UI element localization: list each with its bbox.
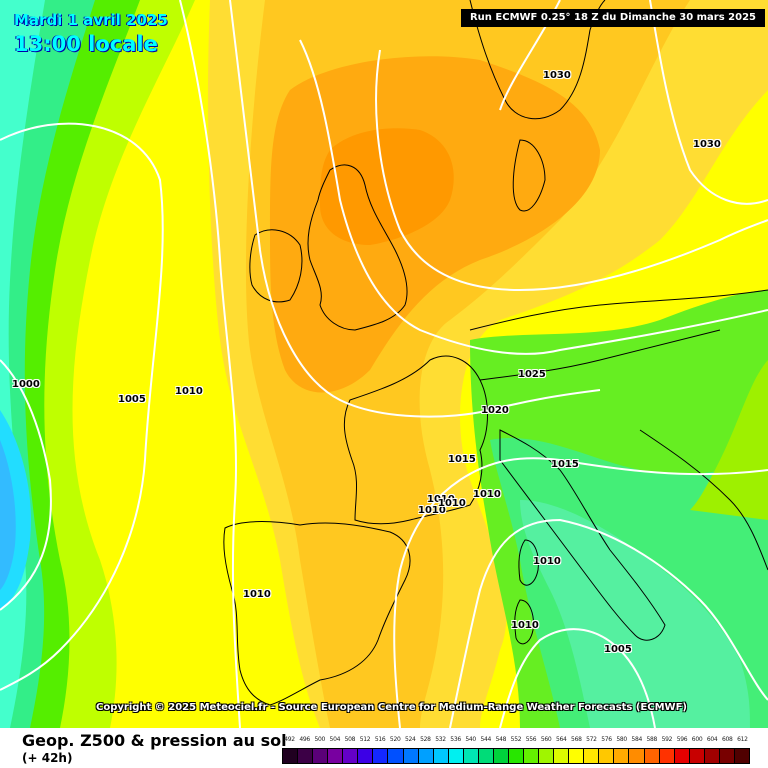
- scale-label: 512: [359, 736, 371, 743]
- forecast-lead-time: (+ 42h): [22, 751, 73, 765]
- isobar-label: 1025: [518, 369, 546, 380]
- scale-swatch: [569, 749, 585, 763]
- isobar-label: 1010: [473, 489, 501, 500]
- scale-label: 524: [405, 736, 416, 743]
- isobar-label: 1010: [243, 589, 271, 600]
- isobar-label: 1005: [604, 644, 632, 655]
- scale-label: 532: [435, 736, 446, 743]
- copyright-notice: Copyright © 2025 Meteociel.fr - Source E…: [96, 702, 687, 713]
- scale-swatch: [418, 749, 434, 763]
- scale-swatch: [283, 749, 299, 763]
- scale-label: 604: [706, 736, 718, 743]
- scale-bar: [282, 748, 750, 764]
- scale-swatch: [599, 749, 615, 763]
- scale-swatch: [629, 749, 645, 763]
- footer: Geop. Z500 & pression au sol (+ 42h) 492…: [0, 728, 768, 768]
- band-544: [0, 440, 16, 590]
- scale-label: 536: [450, 736, 461, 743]
- scale-label: 556: [525, 736, 537, 743]
- scale-swatch: [614, 749, 630, 763]
- scale-swatch: [328, 749, 344, 763]
- scale-label: 540: [465, 736, 476, 743]
- isobar-label: 1005: [118, 394, 146, 405]
- isobar-label: 1015: [551, 459, 579, 470]
- isobar-label: 1010: [418, 505, 446, 516]
- scale-label: 596: [676, 736, 688, 743]
- forecast-local-time: 13:00 locale: [14, 32, 158, 56]
- scale-label: 612: [737, 736, 748, 743]
- scale-swatch: [689, 749, 705, 763]
- map-canvas: [0, 0, 768, 728]
- scale-swatch: [478, 749, 494, 763]
- isobar-label: 1000: [12, 379, 40, 390]
- scale-label: 492: [284, 736, 295, 743]
- scale-label: 588: [646, 736, 658, 743]
- scale-label: 548: [495, 736, 507, 743]
- scale-label: 560: [540, 736, 552, 743]
- isobar-label: 1030: [693, 139, 721, 150]
- map-title: Geop. Z500 & pression au sol: [22, 731, 287, 750]
- scale-swatch: [659, 749, 675, 763]
- isobar-label: 1030: [543, 70, 571, 81]
- scale-label: 552: [510, 736, 522, 743]
- isobar-lines: [0, 0, 768, 728]
- scale-label: 500: [314, 736, 326, 743]
- scale-label: 584: [631, 736, 642, 743]
- isobar-label: 1020: [481, 405, 509, 416]
- scale-swatch: [433, 749, 449, 763]
- isobar-label: 1010: [427, 494, 455, 505]
- scale-swatch: [358, 749, 374, 763]
- scale-label: 580: [616, 736, 627, 743]
- scale-label: 564: [555, 736, 567, 743]
- scale-label: 568: [571, 736, 582, 743]
- weather-map: 1030 1030 1025 1020 1015 1015 1010 1010 …: [0, 0, 768, 728]
- isobar-label: 1010: [511, 620, 539, 631]
- isobar-label: 1015: [448, 454, 476, 465]
- scale-swatch: [674, 749, 690, 763]
- band-east-edge: [690, 360, 768, 520]
- scale-label: 576: [601, 736, 612, 743]
- scale-swatch: [448, 749, 464, 763]
- scale-swatch: [719, 749, 735, 763]
- scale-swatch: [493, 749, 509, 763]
- scale-swatch: [524, 749, 540, 763]
- scale-label: 608: [721, 736, 733, 743]
- scale-swatch: [584, 749, 600, 763]
- scale-label: 544: [480, 736, 492, 743]
- scale-swatch: [704, 749, 720, 763]
- scale-label: 528: [420, 736, 431, 743]
- isobar-label: 1010: [533, 556, 561, 567]
- scale-swatch: [313, 749, 329, 763]
- run-info-banner: Run ECMWF 0.25° 18 Z du Dimanche 30 mars…: [461, 9, 765, 27]
- scale-swatch: [554, 749, 570, 763]
- scale-swatch: [388, 749, 404, 763]
- isobar-label: 1010: [175, 386, 203, 397]
- scale-label: 508: [344, 736, 356, 743]
- isobar-label: 1010: [438, 498, 466, 509]
- band-556-east: [520, 500, 750, 728]
- scale-label: 504: [329, 736, 341, 743]
- scale-label: 600: [691, 736, 703, 743]
- scale-swatch: [539, 749, 555, 763]
- scale-label: 520: [389, 736, 401, 743]
- scale-label: 516: [374, 736, 386, 743]
- scale-swatch: [298, 749, 314, 763]
- scale-swatch: [508, 749, 524, 763]
- scale-label: 496: [299, 736, 310, 743]
- scale-label: 572: [586, 736, 597, 743]
- scale-swatch: [343, 749, 359, 763]
- scale-label: 592: [661, 736, 673, 743]
- scale-swatch: [403, 749, 419, 763]
- scale-labels: 492 496 500 504 508 512 516 520 524 528 532 536 540 5…: [282, 736, 750, 746]
- scale-swatch: [734, 749, 749, 763]
- forecast-date: Mardi 1 avril 2025: [14, 11, 168, 29]
- scale-swatch: [644, 749, 660, 763]
- scale-swatch: [373, 749, 389, 763]
- colour-scale-legend: 492 496 500 504 508 512 516 520 524 528 532 536 540 5…: [282, 736, 750, 764]
- scale-swatch: [463, 749, 479, 763]
